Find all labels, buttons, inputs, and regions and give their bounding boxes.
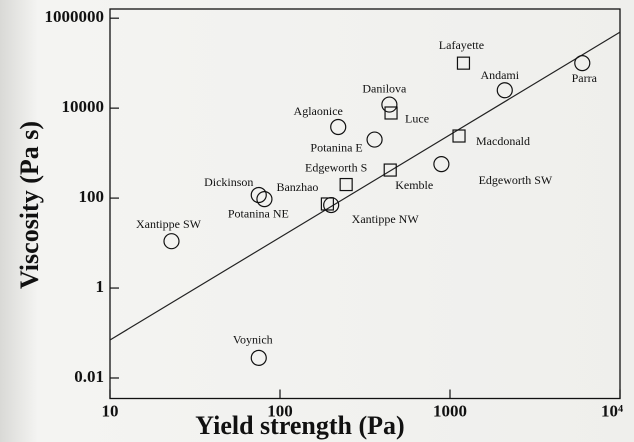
point-label: Aglaonice xyxy=(294,104,343,118)
point-label: Dickinson xyxy=(204,175,253,189)
square-marker xyxy=(384,106,398,120)
point-label: Parra xyxy=(572,71,598,85)
circle-marker xyxy=(574,55,591,72)
square-marker xyxy=(339,177,353,192)
fit-line xyxy=(109,31,621,341)
y-tick-label: 1 xyxy=(96,277,105,296)
point-label: Macdonald xyxy=(476,134,530,148)
point-label: Andami xyxy=(480,68,519,82)
point-label: Potanina NE xyxy=(228,207,289,221)
plot-frame xyxy=(109,8,621,400)
point-label: Banzhao xyxy=(276,180,318,194)
point-label: Lafayette xyxy=(439,38,484,52)
circle-marker xyxy=(250,186,267,204)
point-label: Danilova xyxy=(362,81,407,95)
point-label: Kemble xyxy=(395,178,433,192)
x-axis-title: Yield strength (Pa) xyxy=(195,411,404,440)
circle-marker xyxy=(381,96,398,113)
square-marker xyxy=(383,163,397,177)
square-marker xyxy=(456,56,471,70)
circle-marker xyxy=(250,349,267,366)
y-tick-label: 0.01 xyxy=(74,367,104,386)
y-tick-label: 1000000 xyxy=(45,7,105,26)
circle-marker xyxy=(496,82,513,99)
point-label: Edgeworth S xyxy=(305,160,367,174)
point-label: Xantippe SW xyxy=(136,217,202,231)
circle-marker xyxy=(330,118,347,136)
x-tick-label: 100 xyxy=(267,401,293,420)
point-label: Luce xyxy=(405,112,429,126)
circle-marker xyxy=(163,233,180,250)
point-label: Potanina E xyxy=(310,140,362,154)
x-tick-label: 10 xyxy=(102,401,119,420)
x-tick-label: 1000 xyxy=(433,401,467,420)
point-label: Xantippe NW xyxy=(352,212,420,226)
circle-marker xyxy=(256,190,273,208)
circle-marker xyxy=(366,131,383,148)
circle-marker xyxy=(433,155,450,173)
point-label: Edgeworth SW xyxy=(479,173,553,187)
point-label: Voynich xyxy=(233,333,273,347)
x-tick-label: 10⁴ xyxy=(601,401,623,420)
y-tick-label: 100 xyxy=(79,187,105,206)
square-marker xyxy=(452,129,466,143)
y-axis-title: Viscosity (Pa s) xyxy=(15,121,44,289)
y-tick-label: 10000 xyxy=(62,97,105,116)
square-marker xyxy=(320,197,334,211)
